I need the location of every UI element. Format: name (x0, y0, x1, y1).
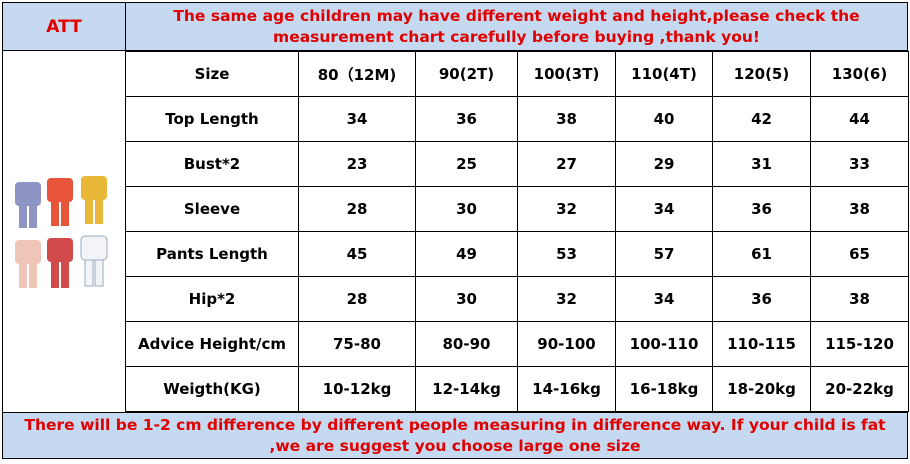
measurement: 16-18kg (615, 366, 713, 412)
measurement: 12-14kg (415, 366, 518, 412)
measurement: 23 (298, 141, 416, 187)
measurement: 49 (415, 231, 518, 277)
row-label: Bust*2 (125, 141, 299, 187)
measurement: 90-100 (517, 321, 616, 367)
row-label: Advice Height/cm (125, 321, 299, 367)
row-label: Pants Length (125, 231, 299, 277)
measurement: 115-120 (810, 321, 909, 367)
measurement: 45 (298, 231, 416, 277)
measurement: 36 (712, 276, 811, 322)
measurement: 34 (615, 186, 713, 232)
measurement: 25 (415, 141, 518, 187)
row-label: Top Length (125, 96, 299, 142)
measurement: 42 (712, 96, 811, 142)
measurement: 20-22kg (810, 366, 909, 412)
measurement: 18-20kg (712, 366, 811, 412)
measurement: 38 (810, 276, 909, 322)
measurement: 32 (517, 186, 616, 232)
measurement: 28 (298, 276, 416, 322)
size-header: 90(2T) (415, 51, 518, 97)
pajama-icons (15, 175, 108, 288)
size-header: 100(3T) (517, 51, 616, 97)
measurement: 34 (298, 96, 416, 142)
measurement: 14-16kg (517, 366, 616, 412)
measurement: 53 (517, 231, 616, 277)
measurement: 44 (810, 96, 909, 142)
measurement: 65 (810, 231, 909, 277)
measurement: 34 (615, 276, 713, 322)
measurement: 110-115 (712, 321, 811, 367)
measurement: 10-12kg (298, 366, 416, 412)
pajama-row-1 (15, 175, 107, 228)
measurement: 33 (810, 141, 909, 187)
product-image (2, 50, 126, 413)
size-header: 80（12M) (298, 51, 416, 97)
header-label: ATT (2, 2, 126, 51)
size-header: 110(4T) (615, 51, 713, 97)
measurement: 29 (615, 141, 713, 187)
measurement: 36 (415, 96, 518, 142)
measurement: 30 (415, 186, 518, 232)
measurement: 36 (712, 186, 811, 232)
measurement: 38 (517, 96, 616, 142)
measurement: 28 (298, 186, 416, 232)
footer-notice: There will be 1-2 cm difference by diffe… (2, 412, 908, 459)
row-label: Sleeve (125, 186, 299, 232)
measurement: 30 (415, 276, 518, 322)
measurement: 61 (712, 231, 811, 277)
size-header: 120(5) (712, 51, 811, 97)
header-notice: The same age children may have different… (125, 2, 908, 51)
measurement: 80-90 (415, 321, 518, 367)
measurement: 57 (615, 231, 713, 277)
size-header: 130(6) (810, 51, 909, 97)
measurement: 27 (517, 141, 616, 187)
measurement: 31 (712, 141, 811, 187)
column-header: Size (125, 51, 299, 97)
measurement: 75-80 (298, 321, 416, 367)
measurement: 32 (517, 276, 616, 322)
row-label: Hip*2 (125, 276, 299, 322)
measurement: 40 (615, 96, 713, 142)
measurement: 38 (810, 186, 909, 232)
row-label: Weigth(KG) (125, 366, 299, 412)
measurement: 100-110 (615, 321, 713, 367)
pajama-row-2 (15, 235, 108, 288)
